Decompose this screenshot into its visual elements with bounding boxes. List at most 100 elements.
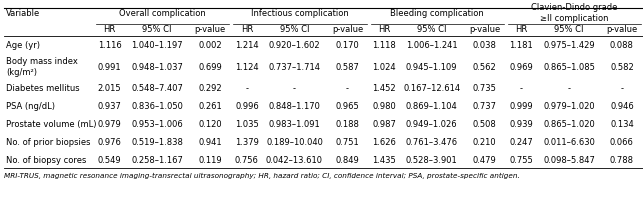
Text: 0.088: 0.088 [610,41,634,50]
Text: Diabetes mellitus: Diabetes mellitus [6,84,80,93]
Text: 1.379: 1.379 [235,138,259,147]
Text: 0.949–1.026: 0.949–1.026 [406,120,458,129]
Text: 0.562: 0.562 [473,62,496,72]
Text: HR: HR [104,24,116,33]
Text: 1.435: 1.435 [372,156,396,165]
Text: 1.124: 1.124 [235,62,258,72]
Text: -: - [520,84,523,93]
Text: p-value: p-value [469,24,500,33]
Text: 2.015: 2.015 [98,84,122,93]
Text: Bleeding complication: Bleeding complication [390,9,484,18]
Text: 0.188: 0.188 [336,120,359,129]
Text: 0.965: 0.965 [336,102,359,111]
Text: 0.247: 0.247 [509,138,533,147]
Text: 0.996: 0.996 [235,102,258,111]
Text: 0.011–6.630: 0.011–6.630 [543,138,595,147]
Text: 1.118: 1.118 [372,41,396,50]
Text: 0.761–3.476: 0.761–3.476 [406,138,458,147]
Text: Age (yr): Age (yr) [6,41,40,50]
Text: 0.976: 0.976 [98,138,122,147]
Text: 0.210: 0.210 [473,138,496,147]
Text: 0.941: 0.941 [199,138,222,147]
Text: -: - [293,84,296,93]
Text: 0.946: 0.946 [610,102,634,111]
Text: 0.979–1.020: 0.979–1.020 [543,102,595,111]
Text: 1.452: 1.452 [372,84,396,93]
Text: 0.836–1.050: 0.836–1.050 [131,102,183,111]
Text: 0.937: 0.937 [98,102,122,111]
Text: 0.479: 0.479 [473,156,496,165]
Text: No. of biopsy cores: No. of biopsy cores [6,156,86,165]
Text: 0.788: 0.788 [610,156,634,165]
Text: 0.170: 0.170 [336,41,359,50]
Text: 0.119: 0.119 [199,156,222,165]
Text: 1.035: 1.035 [235,120,258,129]
Text: 0.066: 0.066 [610,138,634,147]
Text: 0.939: 0.939 [509,120,533,129]
Text: Clavien-Dindo grade
≥II complication: Clavien-Dindo grade ≥II complication [531,3,617,23]
Text: 1.006–1.241: 1.006–1.241 [406,41,458,50]
Text: 0.508: 0.508 [473,120,496,129]
Text: 0.292: 0.292 [199,84,222,93]
Text: 0.528–3.901: 0.528–3.901 [406,156,458,165]
Text: 0.755: 0.755 [509,156,533,165]
Text: 1.040–1.197: 1.040–1.197 [131,41,183,50]
Text: Overall complication: Overall complication [119,9,206,18]
Text: 0.969: 0.969 [509,62,533,72]
Text: 0.548–7.407: 0.548–7.407 [131,84,183,93]
Text: 0.737: 0.737 [473,102,496,111]
Text: 0.953–1.006: 0.953–1.006 [131,120,183,129]
Text: p-value: p-value [606,24,638,33]
Text: 1.116: 1.116 [98,41,122,50]
Text: HR: HR [240,24,253,33]
Text: 0.999: 0.999 [510,102,533,111]
Text: 0.849: 0.849 [336,156,359,165]
Text: 95% CI: 95% CI [417,24,446,33]
Text: 0.869–1.104: 0.869–1.104 [406,102,458,111]
Text: 0.098–5.847: 0.098–5.847 [543,156,595,165]
Text: 0.699: 0.699 [198,62,222,72]
Text: 0.979: 0.979 [98,120,122,129]
Text: 95% CI: 95% CI [143,24,172,33]
Text: 0.002: 0.002 [199,41,222,50]
Text: 0.980: 0.980 [372,102,396,111]
Text: PSA (ng/dL): PSA (ng/dL) [6,102,55,111]
Text: 0.519–1.838: 0.519–1.838 [131,138,183,147]
Text: 0.751: 0.751 [336,138,359,147]
Text: p-value: p-value [332,24,363,33]
Text: 0.945–1.109: 0.945–1.109 [406,62,457,72]
Text: 0.261: 0.261 [198,102,222,111]
Text: Body mass index
(kg/m²): Body mass index (kg/m²) [6,57,78,77]
Text: 1.626: 1.626 [372,138,396,147]
Text: 0.120: 0.120 [199,120,222,129]
Text: 0.848–1.170: 0.848–1.170 [269,102,320,111]
Text: 0.587: 0.587 [336,62,359,72]
Text: 0.167–12.614: 0.167–12.614 [403,84,460,93]
Text: 95% CI: 95% CI [280,24,309,33]
Text: -: - [568,84,570,93]
Text: HR: HR [515,24,527,33]
Text: 0.258–1.167: 0.258–1.167 [131,156,183,165]
Text: 0.038: 0.038 [473,41,496,50]
Text: 1.024: 1.024 [372,62,396,72]
Text: 0.991: 0.991 [98,62,122,72]
Text: No. of prior biopsies: No. of prior biopsies [6,138,91,147]
Text: 0.189–10.040: 0.189–10.040 [266,138,323,147]
Text: -: - [346,84,349,93]
Text: Infectious complication: Infectious complication [251,9,349,18]
Text: 0.134: 0.134 [610,120,634,129]
Text: 0.987: 0.987 [372,120,396,129]
Text: 0.737–1.714: 0.737–1.714 [269,62,320,72]
Text: 0.735: 0.735 [473,84,496,93]
Text: 0.920–1.602: 0.920–1.602 [269,41,320,50]
Text: p-value: p-value [195,24,226,33]
Text: 0.948–1.037: 0.948–1.037 [131,62,183,72]
Text: HR: HR [378,24,390,33]
Text: 0.865–1.020: 0.865–1.020 [543,120,595,129]
Text: 0.756: 0.756 [235,156,259,165]
Text: Prostate volume (mL): Prostate volume (mL) [6,120,96,129]
Text: 95% CI: 95% CI [554,24,584,33]
Text: 0.042–13.610: 0.042–13.610 [266,156,323,165]
Text: 0.549: 0.549 [98,156,122,165]
Text: 0.975–1.429: 0.975–1.429 [543,41,595,50]
